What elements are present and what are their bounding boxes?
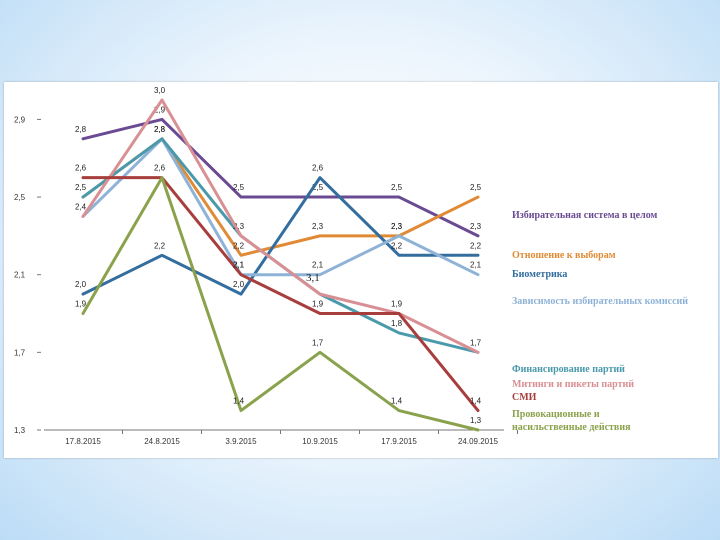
chart-annotation: 3,1 — [306, 272, 320, 284]
y-tick-label: 1,7 — [14, 348, 26, 357]
series-line — [81, 98, 480, 354]
data-label: 3,0 — [154, 86, 166, 95]
legend-entry: Финансирование партий — [512, 364, 625, 375]
data-label: 1,4 — [470, 397, 482, 406]
y-tick-label: 1,3 — [14, 426, 26, 435]
data-label: 2,3 — [233, 222, 245, 231]
data-label: 1,8 — [391, 319, 403, 328]
data-label: 2,3 — [391, 222, 403, 231]
data-label: 2,5 — [312, 183, 324, 192]
data-label: 2,5 — [233, 183, 245, 192]
legend-entry: Биометрика — [512, 269, 567, 280]
y-tick-label: 2,5 — [14, 193, 26, 202]
series-line — [81, 137, 480, 277]
series-line — [81, 176, 480, 413]
data-label: 2,1 — [312, 261, 324, 270]
legend-entry: Отношение к выборам — [512, 250, 616, 261]
data-label: 1,4 — [233, 397, 245, 406]
legend-entry: Митинги и пикеты партий — [512, 379, 634, 390]
data-label: 2,6 — [154, 164, 166, 173]
y-tick-label: 2,1 — [14, 271, 26, 280]
line-chart: 1,3 1,7 2,1 2,5 2,9 17.8.2015 24.8.2015 3.9.201… — [14, 86, 688, 446]
data-label: 2,1 — [233, 261, 245, 270]
legend-entry: Провокационные и — [512, 409, 600, 420]
data-label: 2,1 — [470, 261, 482, 270]
data-label: 2,5 — [470, 183, 482, 192]
x-tick-label: 3.9.2015 — [225, 437, 257, 446]
data-label: 2,8 — [75, 125, 87, 134]
data-label: 2,8 — [154, 125, 166, 134]
data-label: 1,4 — [391, 397, 403, 406]
data-label: 2,5 — [391, 183, 403, 192]
data-label: 1,9 — [312, 300, 324, 309]
data-label: 2,2 — [154, 241, 166, 250]
data-label: 2,9 — [154, 105, 166, 114]
data-label: 2,2 — [470, 241, 482, 250]
legend-entry: насильственные действия — [512, 422, 631, 433]
data-label: 2,4 — [75, 202, 87, 211]
data-label: 2,0 — [75, 280, 87, 289]
data-label: 2,3 — [391, 222, 403, 231]
x-tick-label: 24.8.2015 — [144, 437, 180, 446]
y-tick-label: 2,9 — [14, 115, 26, 124]
data-label: 1,7 — [312, 338, 324, 347]
data-label: 2,8 — [154, 125, 166, 134]
x-tick-label: 17.8.2015 — [65, 437, 101, 446]
x-tick-label: 24.09.2015 — [458, 437, 499, 446]
x-tick-label: 17.9.2015 — [381, 437, 417, 446]
data-label: 2,2 — [233, 241, 245, 250]
chart-panel: 1,3 1,7 2,1 2,5 2,9 17.8.2015 24.8.2015 3.9.201… — [4, 82, 718, 458]
series-line — [81, 117, 480, 238]
data-label: 1,3 — [470, 416, 482, 425]
data-label: 2,6 — [75, 164, 87, 173]
legend-entry: Зависимость избирательных комиссий — [512, 296, 688, 307]
legend-entry: СМИ — [512, 392, 537, 403]
data-label: 2,3 — [312, 222, 324, 231]
data-label: 2,1 — [233, 261, 245, 270]
legend-entry: Избирательная система в целом — [512, 210, 658, 221]
x-tick-label: 10.9.2015 — [302, 437, 338, 446]
data-label: 2,0 — [233, 280, 245, 289]
data-label: 2,3 — [470, 222, 482, 231]
data-label: 2,6 — [312, 164, 324, 173]
series-line — [81, 176, 480, 432]
data-label: 2,2 — [391, 241, 403, 250]
data-label: 1,9 — [75, 300, 87, 309]
series-line — [81, 176, 480, 296]
data-label: 1,9 — [391, 300, 403, 309]
data-label: 2,5 — [75, 183, 87, 192]
data-label: 1,7 — [470, 338, 482, 347]
